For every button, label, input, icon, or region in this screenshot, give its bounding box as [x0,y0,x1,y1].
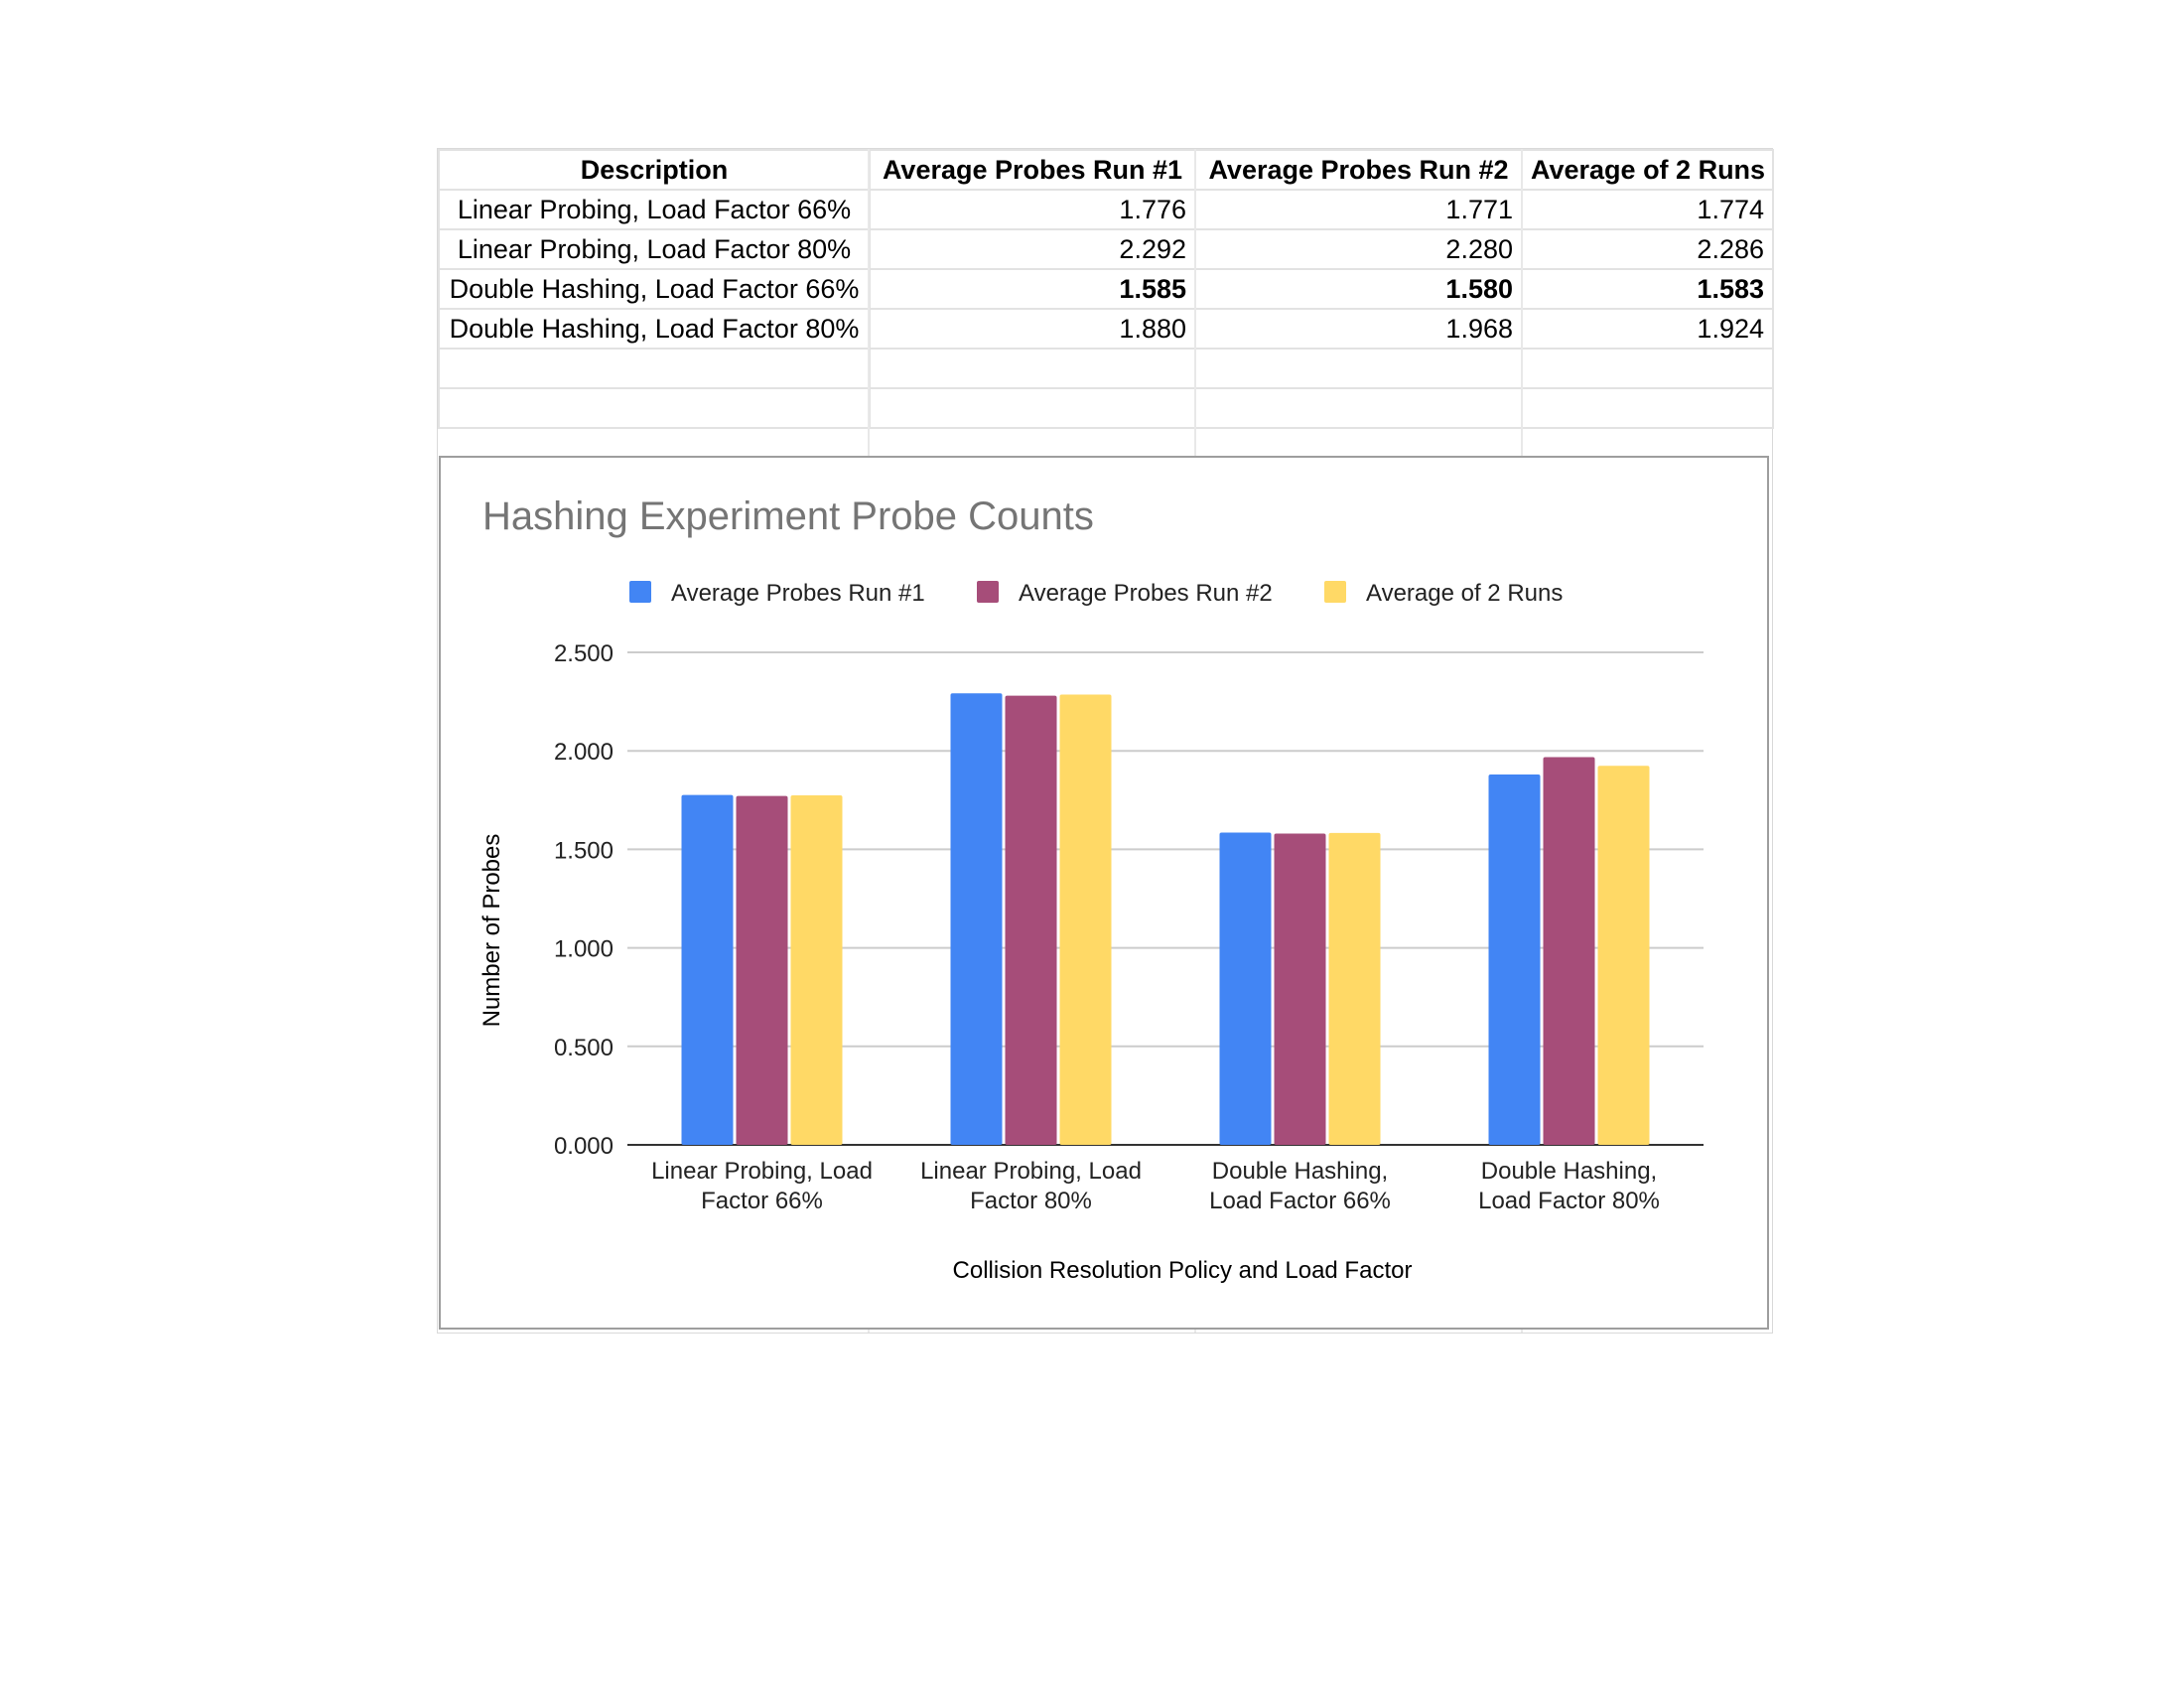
cell-run1[interactable]: 1.776 [869,189,1196,230]
chart-container[interactable]: Hashing Experiment Probe Counts Average … [439,456,1769,1330]
empty-cell[interactable] [438,387,871,429]
legend-label: Average Probes Run #1 [671,580,925,607]
legend-swatch [977,581,999,603]
data-table: Description Average Probes Run #1 Averag… [438,149,1774,429]
x-tick-label: Load Factor 80% [1478,1188,1660,1214]
header-average[interactable]: Average of 2 Runs [1521,149,1774,191]
y-tick-label: 2.000 [554,739,614,766]
y-axis-label: Number of Probes [478,834,505,1028]
header-run2[interactable]: Average Probes Run #2 [1194,149,1523,191]
table-row: Double Hashing, Load Factor 66% 1.585 1.… [438,268,1774,310]
cell-run1[interactable]: 2.292 [869,228,1196,270]
x-tick-label: Double Hashing, [1481,1158,1657,1185]
bar [1597,766,1650,1145]
empty-cell[interactable] [1194,348,1523,389]
x-tick-label: Factor 80% [970,1188,1092,1214]
header-description[interactable]: Description [438,149,871,191]
cell-run1[interactable]: 1.880 [869,308,1196,350]
empty-cell[interactable] [869,387,1196,429]
bar [1274,833,1326,1145]
x-tick-label: Factor 66% [701,1188,823,1214]
x-axis-ticks: Linear Probing, Load Factor 66% Linear Pro… [651,1158,1660,1214]
x-axis-label: Collision Resolution Policy and Load Fac… [953,1257,1413,1284]
cell-average[interactable]: 1.583 [1521,268,1774,310]
y-axis-ticks: 0.000 0.500 1.000 1.500 2.000 2.500 [554,640,614,1160]
chart-title: Hashing Experiment Probe Counts [482,494,1094,538]
cell-description[interactable]: Double Hashing, Load Factor 66% [438,268,871,310]
bar [950,693,1003,1145]
cell-run1[interactable]: 1.585 [869,268,1196,310]
legend-swatch [629,581,651,603]
legend-label: Average of 2 Runs [1366,580,1563,607]
empty-cell[interactable] [869,348,1196,389]
table-row: Linear Probing, Load Factor 66% 1.776 1.… [438,189,1774,230]
cell-description[interactable]: Linear Probing, Load Factor 80% [438,228,871,270]
bar [1543,757,1595,1145]
table-row-empty [438,387,1774,429]
empty-cell[interactable] [1521,387,1774,429]
bar [681,794,734,1145]
legend: Average Probes Run #1 Average Probes Run … [629,580,1563,607]
x-tick-label: Linear Probing, Load [651,1158,873,1185]
cell-average[interactable]: 1.924 [1521,308,1774,350]
empty-cell[interactable] [1194,387,1523,429]
empty-cell[interactable] [1521,348,1774,389]
cell-average[interactable]: 1.774 [1521,189,1774,230]
x-tick-label: Double Hashing, [1212,1158,1388,1185]
bar [1219,832,1272,1145]
y-tick-label: 2.500 [554,640,614,667]
cell-run2[interactable]: 2.280 [1194,228,1523,270]
table-row: Linear Probing, Load Factor 80% 2.292 2.… [438,228,1774,270]
y-tick-label: 1.500 [554,837,614,864]
cell-average[interactable]: 2.286 [1521,228,1774,270]
cell-run2[interactable]: 1.968 [1194,308,1523,350]
y-tick-label: 0.000 [554,1133,614,1160]
bar [1488,774,1541,1145]
empty-cell[interactable] [438,348,871,389]
table-row-empty [438,348,1774,389]
y-tick-label: 1.000 [554,936,614,963]
bar [1328,832,1381,1145]
x-tick-label: Load Factor 66% [1209,1188,1391,1214]
table-header-row: Description Average Probes Run #1 Averag… [438,149,1774,191]
cell-description[interactable]: Linear Probing, Load Factor 66% [438,189,871,230]
bar [1059,694,1112,1145]
table-row: Double Hashing, Load Factor 80% 1.880 1.… [438,308,1774,350]
header-run1[interactable]: Average Probes Run #1 [869,149,1196,191]
legend-label: Average Probes Run #2 [1019,580,1273,607]
cell-run2[interactable]: 1.771 [1194,189,1523,230]
bar [736,795,788,1145]
y-tick-label: 0.500 [554,1035,614,1061]
cell-run2[interactable]: 1.580 [1194,268,1523,310]
bar [1005,695,1057,1145]
x-tick-label: Linear Probing, Load [920,1158,1142,1185]
legend-swatch [1324,581,1346,603]
bars [681,693,1650,1145]
bar [790,795,843,1145]
gridlines [627,651,1704,1146]
bar-chart: Hashing Experiment Probe Counts Average … [478,494,1704,1284]
cell-description[interactable]: Double Hashing, Load Factor 80% [438,308,871,350]
spreadsheet: Description Average Probes Run #1 Averag… [437,148,1774,1334]
